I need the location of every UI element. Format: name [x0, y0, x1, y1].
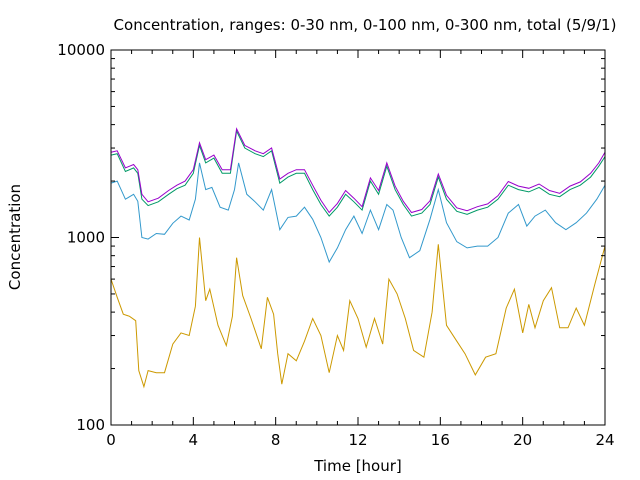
y-tick-label: 100: [76, 416, 105, 434]
y-axis-label: Concentration: [6, 184, 24, 290]
tick-layer: 0 4 8 12 16 20 24 100 1000 10000: [57, 41, 614, 449]
chart-title: Concentration, ranges: 0-30 nm, 0-100 nm…: [114, 16, 617, 34]
x-tick-label: 12: [348, 431, 367, 449]
x-tick-label: 16: [431, 431, 450, 449]
series-line-2: [110, 162, 606, 264]
series-line-3: [110, 129, 606, 217]
series-layer: [110, 127, 606, 389]
y-tick-label: 10000: [57, 41, 105, 59]
x-axis-label: Time [hour]: [313, 457, 402, 475]
series-line-4: [110, 127, 606, 214]
x-tick-label: 8: [271, 431, 281, 449]
plot-frame: [110, 49, 606, 426]
x-tick-label: 0: [106, 431, 116, 449]
series-line-1: [110, 237, 606, 389]
x-tick-label: 24: [595, 431, 614, 449]
x-tick-label: 20: [513, 431, 532, 449]
y-tick-label: 1000: [67, 229, 105, 247]
x-tick-label: 4: [189, 431, 199, 449]
